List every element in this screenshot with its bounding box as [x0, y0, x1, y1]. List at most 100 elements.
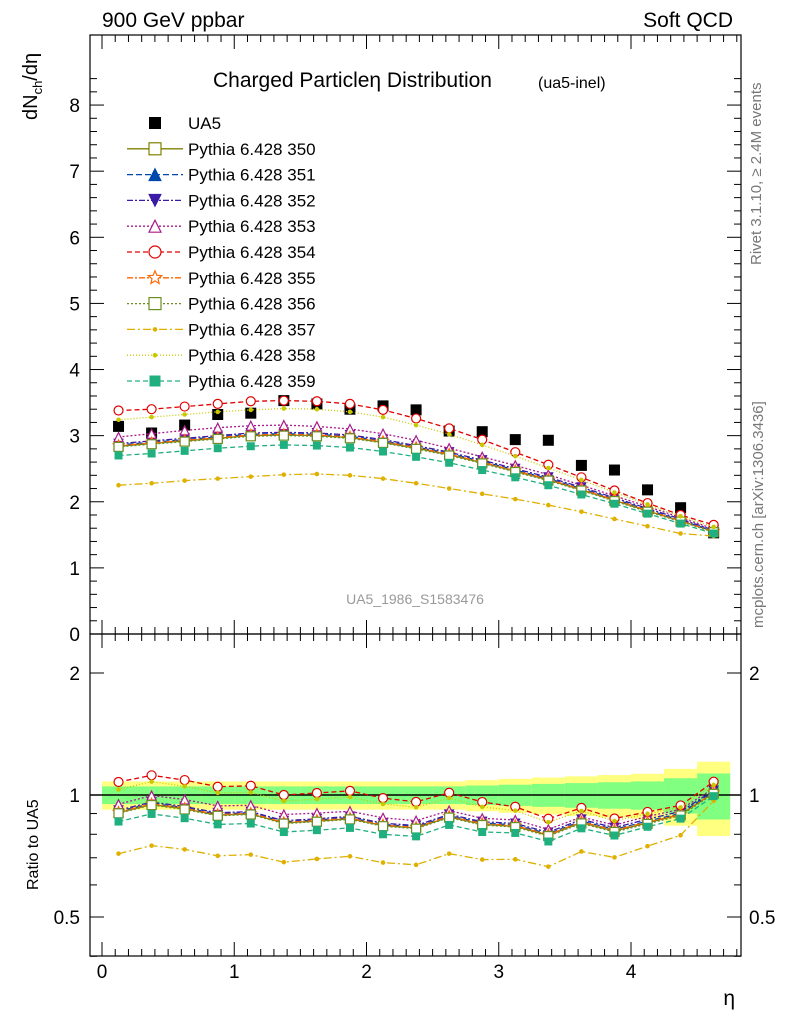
marker [479, 804, 485, 810]
ratio-tick-label-right: 0.5 [749, 908, 775, 929]
marker [579, 509, 584, 514]
marker [344, 785, 356, 797]
x-tick-label: 2 [361, 962, 372, 983]
marker [146, 439, 157, 450]
analysis-id: UA5_1986_S1583476 [346, 591, 484, 607]
marker [479, 857, 485, 862]
marker [380, 801, 386, 807]
marker [215, 853, 221, 859]
marker [180, 814, 189, 823]
x-tick-label: 4 [626, 962, 637, 983]
marker [146, 269, 164, 285]
marker [377, 821, 389, 832]
ratio-tick-label: 2 [69, 664, 80, 685]
legend-marker-ua5 [149, 117, 161, 129]
marker [116, 417, 121, 423]
marker [676, 519, 685, 528]
marker [146, 404, 157, 415]
marker [444, 450, 455, 461]
ua5-point [113, 420, 125, 432]
marker [645, 843, 650, 849]
marker [446, 851, 452, 856]
legend-label: Pythia 6.428 353 [188, 217, 316, 236]
marker [577, 824, 586, 833]
ua5-point [410, 404, 422, 416]
marker [213, 444, 222, 453]
marker [281, 406, 287, 411]
marker [114, 817, 123, 826]
marker [248, 790, 254, 795]
marker [179, 436, 190, 447]
marker [612, 490, 617, 495]
marker [546, 502, 551, 508]
legend-label: Pythia 6.428 355 [188, 269, 316, 288]
marker [709, 792, 718, 801]
marker [643, 822, 652, 831]
marker [410, 796, 422, 807]
marker [377, 437, 389, 449]
marker [311, 431, 323, 442]
marker [446, 795, 452, 801]
marker [546, 819, 551, 825]
ua5-point [245, 407, 257, 419]
marker [182, 412, 187, 417]
marker [148, 245, 162, 259]
marker [245, 809, 256, 820]
marker [445, 458, 454, 467]
marker [149, 414, 154, 420]
marker [245, 396, 256, 407]
legend-label: Pythia 6.428 357 [188, 320, 316, 339]
marker [478, 466, 487, 475]
marker [279, 828, 288, 837]
marker [344, 398, 356, 410]
marker [212, 398, 223, 410]
ua5-point [642, 484, 654, 496]
legend-label: Pythia 6.428 356 [188, 295, 316, 314]
marker [149, 779, 154, 784]
marker [479, 491, 485, 497]
marker [610, 499, 619, 508]
marker [410, 443, 422, 454]
marker [212, 781, 223, 792]
marker [179, 401, 190, 412]
header-left: 900 GeV ppbar [102, 9, 244, 32]
marker [345, 823, 354, 832]
ratio-y-label: Ratio to UA5 [25, 799, 42, 890]
marker [215, 409, 221, 415]
marker [511, 473, 520, 482]
marker [281, 798, 287, 804]
marker [412, 452, 421, 461]
marker [413, 862, 419, 868]
marker [645, 811, 650, 817]
marker [311, 816, 323, 827]
marker [344, 433, 356, 444]
marker [116, 851, 121, 856]
marker [311, 787, 323, 799]
marker [412, 832, 421, 841]
y-tick-label: 5 [69, 294, 80, 315]
marker [148, 218, 162, 233]
marker [312, 826, 321, 835]
marker [314, 406, 320, 412]
marker [113, 441, 124, 452]
y-tick-label: 3 [69, 427, 80, 448]
marker [212, 810, 223, 821]
marker [312, 441, 321, 450]
chart-subtitle: (ua5-inel) [538, 75, 606, 92]
marker [676, 814, 685, 823]
marker [113, 405, 124, 416]
marker [377, 404, 389, 415]
y-tick-label: 1 [69, 559, 80, 580]
marker [179, 804, 190, 815]
marker [511, 828, 520, 837]
marker [544, 837, 553, 846]
ratio-tick-label: 1 [69, 786, 80, 807]
marker [444, 812, 455, 823]
marker [612, 818, 617, 824]
marker [248, 474, 254, 479]
marker [212, 433, 223, 445]
marker [410, 823, 422, 834]
ua5-point [344, 403, 356, 415]
marker [444, 423, 455, 434]
